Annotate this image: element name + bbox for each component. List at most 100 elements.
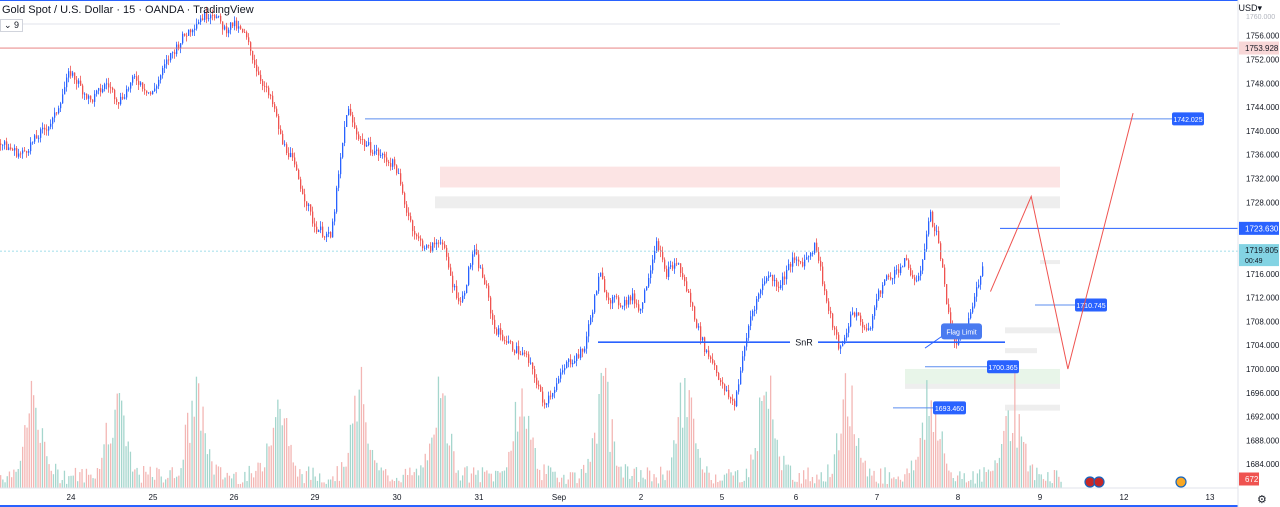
candle (386, 151, 388, 167)
candle-body (66, 77, 68, 88)
candle (428, 244, 430, 249)
candle (858, 312, 860, 316)
volume-bar (121, 400, 123, 488)
candle (904, 258, 906, 268)
volume-bar (849, 426, 851, 488)
candle (646, 286, 648, 291)
volume-bar (484, 471, 486, 488)
candle (668, 261, 670, 281)
volume-bar (248, 465, 250, 488)
volume-bar (129, 451, 132, 488)
volume-bar (314, 476, 316, 488)
volume-bar (521, 388, 523, 488)
candle (902, 265, 904, 268)
candle-body (222, 21, 224, 30)
settings-gear-icon[interactable]: ⚙ (1257, 494, 1267, 506)
volume-bar (519, 416, 521, 488)
volume-bar (594, 432, 596, 488)
volume-bar (103, 444, 105, 488)
candle (204, 9, 206, 23)
volume-bar (360, 366, 363, 488)
candle-body (876, 299, 878, 308)
volume-bar (242, 482, 244, 488)
candle-body (564, 368, 566, 371)
candle (776, 277, 778, 291)
volume-bar (877, 483, 880, 488)
candle (734, 398, 736, 411)
candle (856, 307, 858, 321)
candle-body (906, 258, 908, 261)
volume-bar (633, 468, 635, 488)
candle-body (670, 265, 672, 267)
candle-body (180, 43, 182, 49)
candle (414, 225, 416, 240)
candle-body (416, 234, 418, 237)
volume-bar (178, 475, 180, 488)
volume-bar (118, 393, 121, 488)
candle (6, 137, 8, 151)
candle-body (238, 26, 240, 29)
candle-body (294, 157, 296, 165)
volume-bar (367, 443, 369, 488)
candle-body (502, 334, 504, 341)
volume-bar (389, 481, 391, 488)
volume-bar (1049, 481, 1051, 488)
volume-bar (63, 470, 66, 488)
candle-body (772, 275, 774, 282)
candle-body (496, 329, 498, 335)
candle-body (982, 266, 984, 276)
volume-bar (270, 445, 272, 488)
candle (918, 272, 920, 282)
interval-dropdown[interactable]: ⌄ 9 (0, 19, 24, 32)
candle-body (174, 52, 176, 54)
candle (328, 226, 330, 238)
volume-bar (679, 382, 682, 488)
candle-body (450, 267, 452, 276)
badge-current-countdown: 00:49 (1245, 258, 1263, 265)
candle (514, 349, 516, 356)
volume-bar (1038, 474, 1040, 488)
volume-bar (479, 482, 481, 488)
volume-bar (514, 401, 517, 488)
candle (924, 243, 926, 260)
candle (596, 290, 598, 296)
candle (118, 101, 120, 109)
volume-bar (371, 450, 374, 488)
candle (384, 151, 386, 163)
volume-bar (250, 473, 253, 488)
candle (936, 224, 938, 236)
candle (410, 212, 412, 223)
candle-body (760, 290, 762, 294)
volume-bar (818, 479, 820, 488)
volume-bar (1053, 470, 1056, 488)
candle-body (888, 275, 890, 277)
volume-bar (171, 467, 173, 488)
volume-bar (891, 478, 893, 488)
label-1742: 1742.025 (1172, 112, 1204, 126)
volume-bar (305, 471, 308, 488)
candle (768, 271, 770, 281)
volume-bar (213, 474, 215, 488)
volume-bar (858, 438, 860, 488)
candle (638, 299, 640, 313)
candle (534, 365, 536, 383)
volume-bar (378, 470, 380, 488)
candle (60, 101, 62, 113)
volume-bar (431, 437, 433, 488)
volume-bar (673, 440, 675, 488)
candle-body (186, 35, 188, 37)
candle (422, 238, 424, 252)
x-tick-label: 7 (875, 493, 880, 502)
candle (96, 89, 98, 97)
candle (800, 261, 802, 265)
candle-body (472, 254, 474, 265)
candle-body (788, 263, 790, 270)
currency-selector[interactable]: USD▾ (1238, 3, 1262, 13)
volume-bar (761, 401, 763, 488)
volume-bar (561, 477, 563, 488)
candle-body (430, 245, 432, 252)
candle-body (332, 221, 334, 238)
y-tick-label: 1688.000 (1246, 436, 1280, 445)
volume-bar (963, 473, 965, 488)
